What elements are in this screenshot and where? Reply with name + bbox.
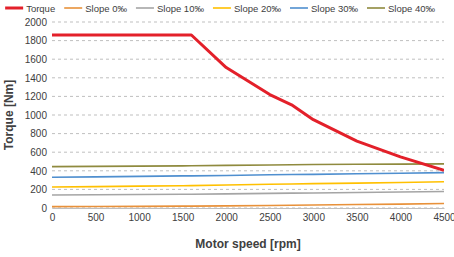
legend-label: Slope 0‰ bbox=[85, 3, 127, 14]
y-tick: 1000 bbox=[25, 110, 52, 121]
legend-item: Slope 30‰ bbox=[290, 3, 359, 14]
legend-label: Slope 30‰ bbox=[311, 3, 359, 14]
x-tick: 2000 bbox=[216, 208, 239, 223]
legend: Torque Slope 0‰ Slope 10‰ Slope 20‰ Slope 30… bbox=[5, 3, 435, 14]
y-tick-label: 0 bbox=[41, 203, 47, 214]
grid-line bbox=[52, 96, 444, 97]
x-tick-label: 1500 bbox=[172, 212, 195, 223]
y-tick: 2000 bbox=[25, 17, 52, 28]
x-tick: 500 bbox=[88, 208, 105, 223]
x-tick-label: 0 bbox=[50, 212, 56, 223]
y-tick-label: 2000 bbox=[25, 17, 48, 28]
x-tick: 0 bbox=[50, 208, 56, 223]
y-tick-label: 1200 bbox=[25, 91, 48, 102]
y-tick-label: 600 bbox=[30, 147, 47, 158]
x-tick-label: 2000 bbox=[216, 212, 239, 223]
x-tick: 1500 bbox=[172, 208, 195, 223]
grid-line bbox=[52, 77, 444, 78]
legend-label: Slope 20‰ bbox=[234, 3, 282, 14]
grid-line bbox=[52, 40, 444, 41]
y-axis: 0 200 400 600 800 1000 1200 1400 1600 1800 2000 bbox=[25, 17, 53, 214]
grid bbox=[52, 22, 444, 208]
y-tick: 200 bbox=[30, 184, 52, 195]
plot-area: 0 200 400 600 800 1000 1200 1400 1600 1800 2000 0 50… bbox=[25, 17, 454, 223]
y-tick: 800 bbox=[30, 128, 52, 139]
grid-line bbox=[52, 189, 444, 190]
legend-item: Slope 10‰ bbox=[136, 3, 205, 14]
legend-item: Slope 20‰ bbox=[213, 3, 282, 14]
legend-item: Slope 40‰ bbox=[367, 3, 436, 14]
grid-line bbox=[52, 59, 444, 60]
legend-label: Slope 40‰ bbox=[388, 3, 436, 14]
grid-line bbox=[52, 115, 444, 116]
y-tick-label: 400 bbox=[30, 166, 47, 177]
legend-label: Slope 10‰ bbox=[157, 3, 205, 14]
x-axis-title: Motor speed [rpm] bbox=[195, 237, 300, 251]
series-line bbox=[52, 204, 444, 207]
x-axis: 0 500 1000 1500 2000 2500 3000 3500 4000 4500 bbox=[50, 208, 454, 223]
legend-swatch bbox=[136, 7, 154, 9]
y-tick-label: 1800 bbox=[25, 35, 48, 46]
x-axis-line bbox=[53, 208, 445, 209]
y-tick: 1800 bbox=[25, 35, 52, 46]
legend-item: Torque bbox=[5, 3, 55, 14]
grid-line bbox=[52, 170, 444, 171]
y-tick: 600 bbox=[30, 147, 52, 158]
y-axis-line bbox=[52, 23, 53, 209]
grid-line bbox=[52, 133, 444, 134]
legend-swatch bbox=[290, 7, 308, 9]
y-tick-label: 800 bbox=[30, 128, 47, 139]
y-tick-label: 1600 bbox=[25, 54, 48, 65]
x-tick-label: 1000 bbox=[128, 212, 151, 223]
x-tick: 4000 bbox=[390, 208, 413, 223]
series-line bbox=[52, 173, 444, 178]
y-axis-title: Torque [Nm] bbox=[2, 80, 16, 150]
x-tick-label: 500 bbox=[88, 212, 105, 223]
y-tick: 1200 bbox=[25, 91, 52, 102]
series-group bbox=[52, 35, 444, 207]
x-tick: 3000 bbox=[303, 208, 326, 223]
legend-swatch bbox=[367, 7, 385, 9]
y-tick-label: 1400 bbox=[25, 73, 48, 84]
x-tick-label: 3500 bbox=[346, 212, 369, 223]
x-tick-label: 3000 bbox=[303, 212, 326, 223]
legend-item: Slope 0‰ bbox=[64, 3, 127, 14]
x-tick: 3500 bbox=[346, 208, 369, 223]
legend-label: Torque bbox=[26, 3, 55, 14]
series-line bbox=[52, 182, 444, 187]
y-tick: 1400 bbox=[25, 73, 52, 84]
x-tick-label: 4500 bbox=[433, 212, 454, 223]
legend-swatch bbox=[64, 7, 82, 9]
chart: 0 200 400 600 800 1000 1200 1400 1600 1800 2000 0 50… bbox=[0, 0, 454, 257]
y-tick: 1600 bbox=[25, 54, 52, 65]
x-tick-label: 2500 bbox=[259, 212, 282, 223]
grid-line bbox=[52, 208, 444, 209]
x-tick: 2500 bbox=[259, 208, 282, 223]
y-tick: 400 bbox=[30, 166, 52, 177]
legend-swatch bbox=[213, 7, 231, 9]
grid-line bbox=[52, 22, 444, 23]
series-line bbox=[52, 35, 444, 170]
legend-swatch bbox=[5, 7, 23, 10]
x-tick-label: 4000 bbox=[390, 212, 413, 223]
y-tick-label: 200 bbox=[30, 184, 47, 195]
series-line bbox=[52, 191, 444, 195]
y-tick-label: 1000 bbox=[25, 110, 48, 121]
x-tick: 4500 bbox=[433, 208, 454, 223]
series-line bbox=[52, 164, 444, 167]
x-tick: 1000 bbox=[128, 208, 151, 223]
